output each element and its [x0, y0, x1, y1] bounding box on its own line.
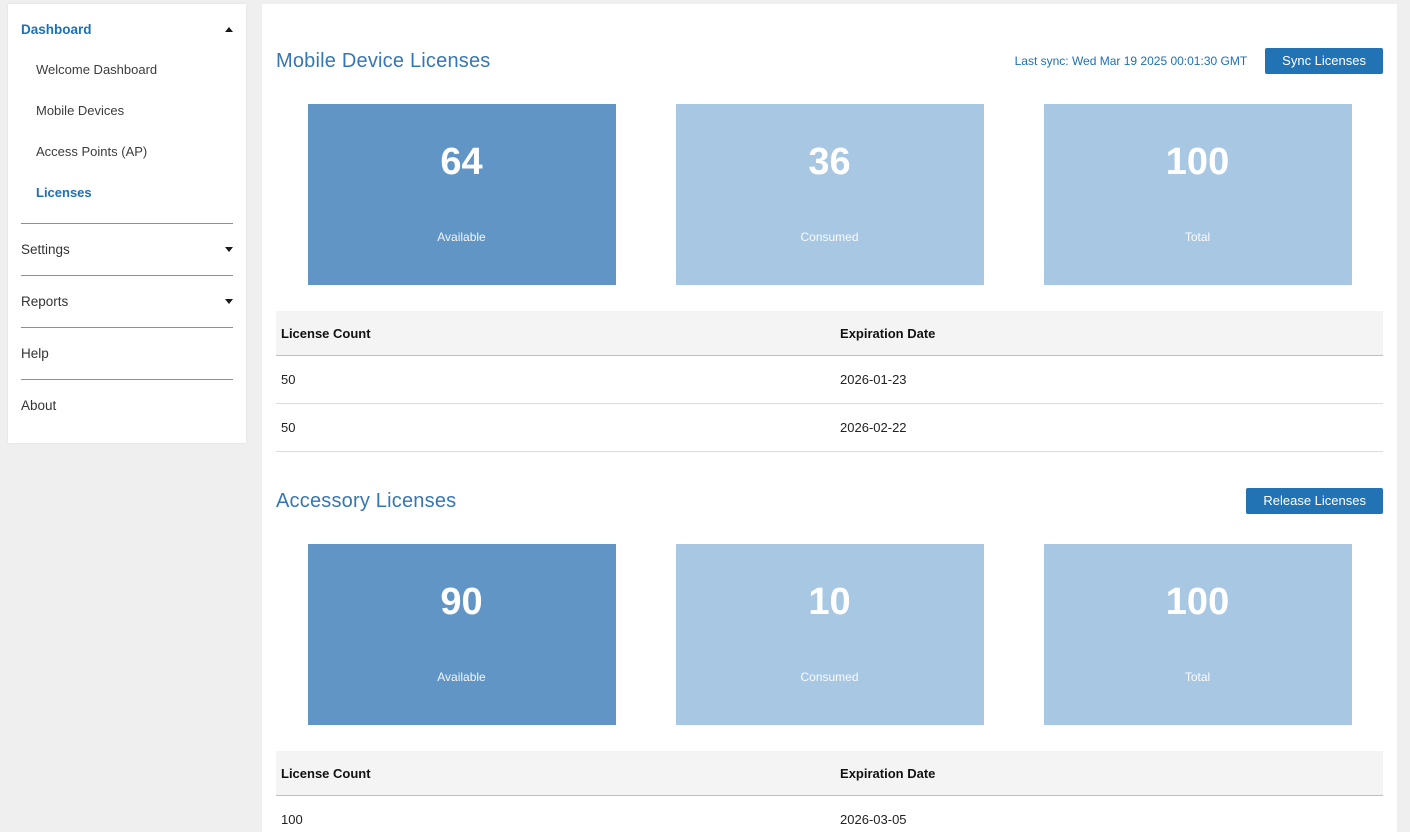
section-header: Mobile Device Licenses Last sync: Wed Ma…: [276, 4, 1383, 74]
stat-card-value: 90: [440, 581, 483, 623]
table-header-row: License Count Expiration Date: [276, 311, 1383, 356]
sidebar-divider: [21, 327, 233, 328]
column-header-license-count: License Count: [276, 311, 836, 356]
sidebar-divider: [21, 275, 233, 276]
accessory-license-cards: 90 Available 10 Consumed 100 Total: [276, 544, 1383, 725]
sidebar-item-label: Licenses: [36, 185, 92, 200]
accessory-licenses-title: Accessory Licenses: [276, 489, 457, 512]
sidebar-item-label: Mobile Devices: [36, 103, 125, 118]
table-header-row: License Count Expiration Date: [276, 751, 1383, 796]
expiration-date-cell: 2026-01-23: [835, 355, 1383, 404]
sidebar-item-about[interactable]: About: [8, 390, 246, 421]
mobile-device-licenses-title: Mobile Device Licenses: [276, 49, 491, 72]
license-count-cell: 50: [276, 403, 836, 452]
sidebar-item-label: Welcome Dashboard: [36, 62, 158, 77]
last-sync-text: Last sync: Wed Mar 19 2025 00:01:30 GMT: [1014, 54, 1248, 68]
stat-card-label: Consumed: [800, 230, 859, 244]
table-row: 50 2026-01-23: [276, 355, 1383, 404]
sync-licenses-button[interactable]: Sync Licenses: [1265, 48, 1383, 74]
sidebar-item-reports[interactable]: Reports: [8, 286, 246, 317]
sidebar-item-settings[interactable]: Settings: [8, 234, 246, 265]
sidebar-item-settings-label: Settings: [21, 242, 70, 257]
license-count-cell: 100: [276, 795, 836, 832]
caret-up-icon: [225, 27, 233, 32]
stat-card-label: Available: [437, 230, 486, 244]
stat-card-total: 100 Total: [1043, 544, 1352, 725]
license-count-cell: 50: [276, 355, 836, 404]
sidebar-item-licenses[interactable]: Licenses: [8, 172, 246, 213]
sidebar-item-label: Access Points (AP): [36, 144, 148, 159]
caret-down-icon: [225, 247, 233, 252]
mobile-device-licenses-section: Mobile Device Licenses Last sync: Wed Ma…: [276, 4, 1383, 452]
stat-card-available: 64 Available: [307, 104, 616, 285]
stat-card-consumed: 36 Consumed: [675, 104, 984, 285]
stat-card-label: Consumed: [800, 670, 859, 684]
stat-card-value: 100: [1165, 141, 1230, 183]
sidebar-item-reports-label: Reports: [21, 294, 69, 309]
section-header-actions: Release Licenses: [1246, 488, 1383, 514]
expiration-date-cell: 2026-03-05: [835, 795, 1383, 832]
expiration-date-cell: 2026-02-22: [835, 403, 1383, 452]
caret-down-icon: [225, 299, 233, 304]
sidebar-item-about-label: About: [21, 398, 57, 413]
column-header-license-count: License Count: [276, 751, 836, 796]
sidebar-item-help[interactable]: Help: [8, 338, 246, 369]
sidebar: Dashboard Welcome Dashboard Mobile Devic…: [8, 4, 246, 443]
sidebar-divider: [21, 223, 233, 224]
section-header-actions: Last sync: Wed Mar 19 2025 00:01:30 GMT …: [1015, 48, 1383, 74]
sidebar-item-dashboard[interactable]: Dashboard: [8, 14, 246, 45]
stat-card-value: 100: [1165, 581, 1230, 623]
sidebar-divider: [21, 379, 233, 380]
sidebar-item-mobile-devices[interactable]: Mobile Devices: [8, 90, 246, 131]
sidebar-item-help-label: Help: [21, 346, 49, 361]
sidebar-item-dashboard-label: Dashboard: [21, 22, 92, 37]
stat-card-value: 64: [440, 141, 483, 183]
mobile-license-table: License Count Expiration Date 50 2026-01…: [276, 311, 1383, 452]
stat-card-label: Available: [437, 670, 486, 684]
column-header-expiration-date: Expiration Date: [835, 311, 1383, 356]
stat-card-value: 10: [808, 581, 851, 623]
accessory-licenses-section: Accessory Licenses Release Licenses 90 A…: [276, 452, 1383, 832]
mobile-license-cards: 64 Available 36 Consumed 100 Total: [276, 104, 1383, 285]
stat-card-available: 90 Available: [307, 544, 616, 725]
stat-card-value: 36: [808, 141, 851, 183]
stat-card-label: Total: [1184, 230, 1211, 244]
main-content: Mobile Device Licenses Last sync: Wed Ma…: [262, 4, 1397, 832]
table-row: 50 2026-02-22: [276, 403, 1383, 452]
stat-card-consumed: 10 Consumed: [675, 544, 984, 725]
stat-card-label: Total: [1184, 670, 1211, 684]
section-header: Accessory Licenses Release Licenses: [276, 452, 1383, 514]
sidebar-item-access-points[interactable]: Access Points (AP): [8, 131, 246, 172]
table-row: 100 2026-03-05: [276, 795, 1383, 832]
release-licenses-button[interactable]: Release Licenses: [1246, 488, 1383, 514]
accessory-license-table: License Count Expiration Date 100 2026-0…: [276, 751, 1383, 832]
column-header-expiration-date: Expiration Date: [835, 751, 1383, 796]
stat-card-total: 100 Total: [1043, 104, 1352, 285]
sidebar-item-welcome-dashboard[interactable]: Welcome Dashboard: [8, 49, 246, 90]
